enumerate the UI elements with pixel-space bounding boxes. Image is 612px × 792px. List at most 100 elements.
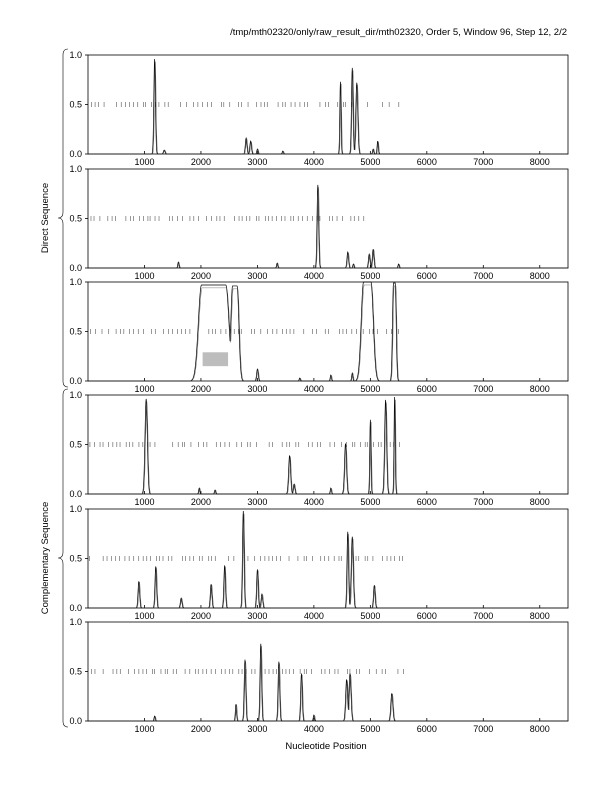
panel-2: 0.0 0.5 1.0 1000 2000 3000 4000 5000 6000 7000 800…	[69, 164, 569, 281]
group-braces: Direct Sequence Complementary Sequence	[40, 48, 69, 728]
y-tick-label: 0.5	[69, 440, 82, 450]
x-tick-label: 1000	[134, 384, 154, 394]
x-tick-label: 3000	[247, 611, 267, 621]
panel-4: 0.0 0.5 1.0 1000 2000 3000 4000 5000 6000 7000 800…	[69, 390, 569, 507]
x-tick-label: 5000	[360, 157, 380, 167]
y-tick-label: 1.0	[69, 617, 82, 627]
x-tick-label: 3000	[247, 271, 267, 281]
x-tick-label: 6000	[417, 157, 437, 167]
probability-line	[88, 396, 568, 495]
probability-line	[88, 58, 568, 155]
y-tick-label: 1.0	[69, 164, 82, 174]
midline-ticks	[90, 329, 399, 334]
x-tick-label: 4000	[304, 497, 324, 507]
x-tick-label: 8000	[530, 724, 550, 734]
x-tick-label: 1000	[134, 724, 154, 734]
midline-ticks	[89, 442, 400, 447]
panel-frame	[87, 168, 569, 269]
x-tick-label: 8000	[530, 497, 550, 507]
group-label: Direct Sequence	[40, 183, 51, 253]
probability-line-secondary	[88, 646, 569, 722]
x-tick-label: 3000	[247, 724, 267, 734]
panel-1: 0.0 0.5 1.0 1000 2000 3000 4000 5000 6000 7000 800…	[69, 50, 569, 167]
shaded-region	[202, 352, 229, 367]
y-tick-label: 0.0	[69, 603, 82, 613]
x-tick-label: 3000	[247, 497, 267, 507]
x-tick-label: 2000	[191, 611, 211, 621]
x-tick-label: 1000	[134, 611, 154, 621]
x-tick-label: 2000	[191, 384, 211, 394]
x-tick-label: 6000	[417, 271, 437, 281]
x-tick-label: 1000	[134, 497, 154, 507]
x-tick-label: 7000	[473, 611, 493, 621]
chart-panels: 0.0 0.5 1.0 1000 2000 3000 4000 5000 6000 7000 800…	[69, 50, 569, 734]
y-tick-label: 1.0	[69, 50, 82, 60]
probability-line-secondary	[88, 513, 569, 609]
y-tick-label: 0.0	[69, 716, 82, 726]
x-tick-label: 3000	[247, 384, 267, 394]
x-tick-label: 8000	[530, 611, 550, 621]
x-tick-label: 8000	[530, 157, 550, 167]
x-tick-label: 7000	[473, 157, 493, 167]
probability-line-secondary	[88, 284, 569, 382]
y-tick-label: 0.5	[69, 554, 82, 564]
x-tick-label: 4000	[304, 724, 324, 734]
y-tick-label: 1.0	[69, 390, 82, 400]
x-tick-label: 4000	[304, 271, 324, 281]
panel-frame	[87, 621, 569, 722]
y-tick-label: 0.0	[69, 149, 82, 159]
probability-line-secondary	[88, 187, 569, 269]
x-tick-label: 8000	[530, 384, 550, 394]
x-tick-label: 1000	[134, 157, 154, 167]
midline-ticks	[91, 102, 400, 107]
brace-path	[57, 388, 69, 728]
x-tick-label: 4000	[304, 157, 324, 167]
midline-ticks	[89, 556, 403, 561]
panel-frame	[87, 508, 569, 609]
x-tick-label: 5000	[360, 497, 380, 507]
panel-frame	[87, 281, 569, 382]
x-tick-label: 6000	[417, 384, 437, 394]
group-brace-1: Direct Sequence	[40, 48, 69, 388]
panel-3: 0.0 0.5 1.0 1000 2000 3000 4000 5000 6000 7000 800…	[69, 277, 569, 394]
x-tick-label: 4000	[304, 611, 324, 621]
y-tick-label: 0.0	[69, 489, 82, 499]
x-tick-label: 5000	[360, 724, 380, 734]
x-tick-label: 6000	[417, 611, 437, 621]
panel-frame	[87, 54, 569, 155]
x-tick-label: 4000	[304, 384, 324, 394]
x-tick-label: 2000	[191, 157, 211, 167]
y-tick-label: 0.0	[69, 263, 82, 273]
x-tick-label: 6000	[417, 724, 437, 734]
brace-path	[57, 48, 69, 388]
x-tick-label: 2000	[191, 497, 211, 507]
group-brace-2: Complementary Sequence	[40, 388, 69, 728]
x-tick-label: 7000	[473, 384, 493, 394]
y-tick-label: 1.0	[69, 504, 82, 514]
panel-5: 0.0 0.5 1.0 1000 2000 3000 4000 5000 6000 7000 800…	[69, 504, 569, 621]
midline-ticks	[90, 216, 365, 221]
y-tick-label: 0.0	[69, 376, 82, 386]
group-label: Complementary Sequence	[40, 502, 51, 614]
y-tick-label: 0.5	[69, 327, 82, 337]
x-axis-title: Nucleotide Position	[285, 741, 366, 752]
panel-6: 0.0 0.5 1.0 1000 2000 3000 4000 5000 6000 7000 800…	[69, 617, 569, 734]
probability-line	[88, 643, 568, 722]
y-tick-label: 1.0	[69, 277, 82, 287]
page-title: /tmp/mth02320/only/raw_result_dir/mth023…	[230, 27, 567, 38]
x-tick-label: 5000	[360, 384, 380, 394]
x-tick-label: 6000	[417, 497, 437, 507]
probability-line	[88, 510, 568, 609]
probability-line	[88, 184, 568, 269]
x-tick-label: 5000	[360, 271, 380, 281]
probability-line-secondary	[88, 399, 569, 495]
probability-line-secondary	[88, 61, 569, 155]
x-tick-label: 7000	[473, 724, 493, 734]
x-tick-label: 7000	[473, 497, 493, 507]
x-tick-label: 5000	[360, 611, 380, 621]
y-tick-label: 0.5	[69, 100, 82, 110]
x-tick-label: 2000	[191, 271, 211, 281]
y-tick-label: 0.5	[69, 667, 82, 677]
x-tick-label: 2000	[191, 724, 211, 734]
